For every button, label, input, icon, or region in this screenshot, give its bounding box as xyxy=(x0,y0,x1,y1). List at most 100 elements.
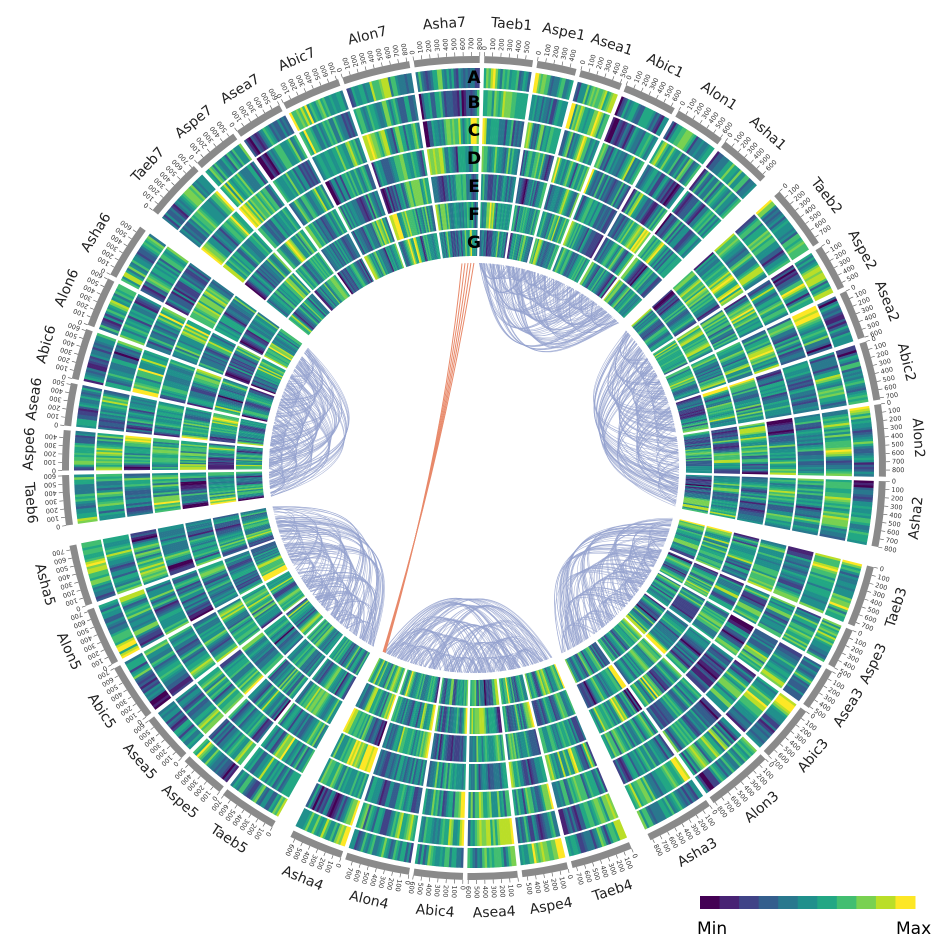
heatmap-cell xyxy=(602,91,613,112)
heatmap-cell xyxy=(595,88,605,109)
heatmap-cell xyxy=(731,745,747,763)
heatmap-cell xyxy=(719,756,735,774)
heatmap-cell xyxy=(78,403,99,410)
heatmap-cell xyxy=(75,495,96,500)
heatmap-cell xyxy=(403,842,410,863)
heatmap-cell xyxy=(800,661,819,674)
synteny-link xyxy=(277,522,366,624)
heatmap-cell xyxy=(818,298,838,310)
heatmap-cell xyxy=(205,750,222,767)
heatmap-cell xyxy=(797,465,824,468)
heatmap-cell xyxy=(752,725,769,741)
heatmap-cell xyxy=(100,603,120,613)
heatmap-cell xyxy=(441,846,446,867)
heatmap-cell xyxy=(853,473,874,477)
synteny-link xyxy=(636,418,678,493)
heatmap-cell xyxy=(838,572,859,581)
heatmap-cell xyxy=(838,354,859,363)
heatmap-cell xyxy=(816,630,836,641)
heatmap-cell xyxy=(116,638,136,651)
heatmap-cell xyxy=(597,826,607,847)
heatmap-cell xyxy=(851,509,872,515)
heatmap-cell xyxy=(839,356,859,365)
heatmap-cell xyxy=(843,373,864,381)
synteny-link xyxy=(629,545,664,587)
heatmap-cell xyxy=(764,210,782,226)
heatmap-cell xyxy=(695,142,710,161)
heatmap-cell xyxy=(796,256,815,270)
heatmap-cell xyxy=(586,85,595,106)
heatmap-cell xyxy=(472,792,475,819)
heatmap-cell xyxy=(709,154,725,172)
heatmap-cell xyxy=(564,836,573,857)
heatmap-cell xyxy=(543,74,550,95)
heatmap-cell xyxy=(184,730,201,747)
synteny-link xyxy=(547,276,575,299)
synteny-link xyxy=(280,536,327,592)
heatmap-cell xyxy=(819,623,840,634)
heatmap-cell xyxy=(812,286,832,298)
synteny-link xyxy=(531,271,557,290)
heatmap-cell xyxy=(849,405,870,412)
heatmap-cell xyxy=(468,763,472,790)
synteny-link xyxy=(569,287,619,333)
heatmap-cell xyxy=(849,408,870,414)
heatmap-cell xyxy=(841,366,862,374)
heatmap-cell xyxy=(304,812,315,832)
heatmap-cell xyxy=(129,660,148,674)
heatmap-cell xyxy=(533,842,539,864)
heatmap-cell xyxy=(85,559,106,568)
heatmap-cell xyxy=(582,84,591,105)
synteny-link xyxy=(576,564,651,640)
heatmap-cell xyxy=(469,847,473,868)
heatmap-cell xyxy=(75,499,96,505)
heatmap-cell xyxy=(247,781,261,800)
heatmap-cell xyxy=(831,331,852,342)
heatmap-cell xyxy=(682,784,696,803)
heatmap-cell xyxy=(219,761,235,779)
synteny-link xyxy=(560,570,643,651)
heatmap-cell xyxy=(676,129,690,148)
synteny-link xyxy=(285,545,354,621)
heatmap-cell xyxy=(853,452,874,457)
heatmap-cell xyxy=(713,157,728,175)
heatmap-cell xyxy=(803,268,822,281)
synteny-link xyxy=(399,632,463,673)
heatmap-cell xyxy=(664,122,678,141)
heatmap-cell xyxy=(678,787,692,806)
heatmap-cell xyxy=(501,69,506,90)
heatmap-cell xyxy=(830,329,851,339)
heatmap-cell xyxy=(232,770,247,789)
synteny-link xyxy=(564,623,598,652)
heatmap-cell xyxy=(259,788,273,807)
heatmap-cell xyxy=(82,544,103,551)
heatmap-cell xyxy=(852,502,873,508)
heatmap-cell xyxy=(134,668,153,682)
synteny-link xyxy=(272,507,318,569)
heatmap-cell xyxy=(566,835,575,856)
heatmap-cell xyxy=(362,832,371,853)
synteny-link xyxy=(435,625,518,670)
heatmap-cell xyxy=(85,557,106,565)
heatmap-cell xyxy=(426,845,432,866)
heatmap-cell xyxy=(734,742,751,760)
heatmap-cell xyxy=(716,759,731,777)
heatmap-cell xyxy=(417,844,423,865)
synteny-link xyxy=(317,593,362,637)
heatmap-cell xyxy=(517,70,523,91)
heatmap-cell xyxy=(74,460,95,463)
synteny-link xyxy=(273,349,333,428)
heatmap-cell xyxy=(76,424,97,429)
heatmap-cell xyxy=(666,123,680,142)
synteny-link xyxy=(292,562,317,590)
synteny-link xyxy=(479,263,577,329)
heatmap-cell xyxy=(582,831,591,852)
heatmap-cell xyxy=(559,78,567,99)
heatmap-cell xyxy=(101,607,122,618)
heatmap-cell xyxy=(815,631,835,643)
heatmap-cell xyxy=(460,847,464,868)
heatmap-cell xyxy=(235,773,250,791)
heatmap-cell xyxy=(853,459,874,463)
heatmap-cell xyxy=(539,841,546,862)
heatmap-cell xyxy=(826,467,853,470)
